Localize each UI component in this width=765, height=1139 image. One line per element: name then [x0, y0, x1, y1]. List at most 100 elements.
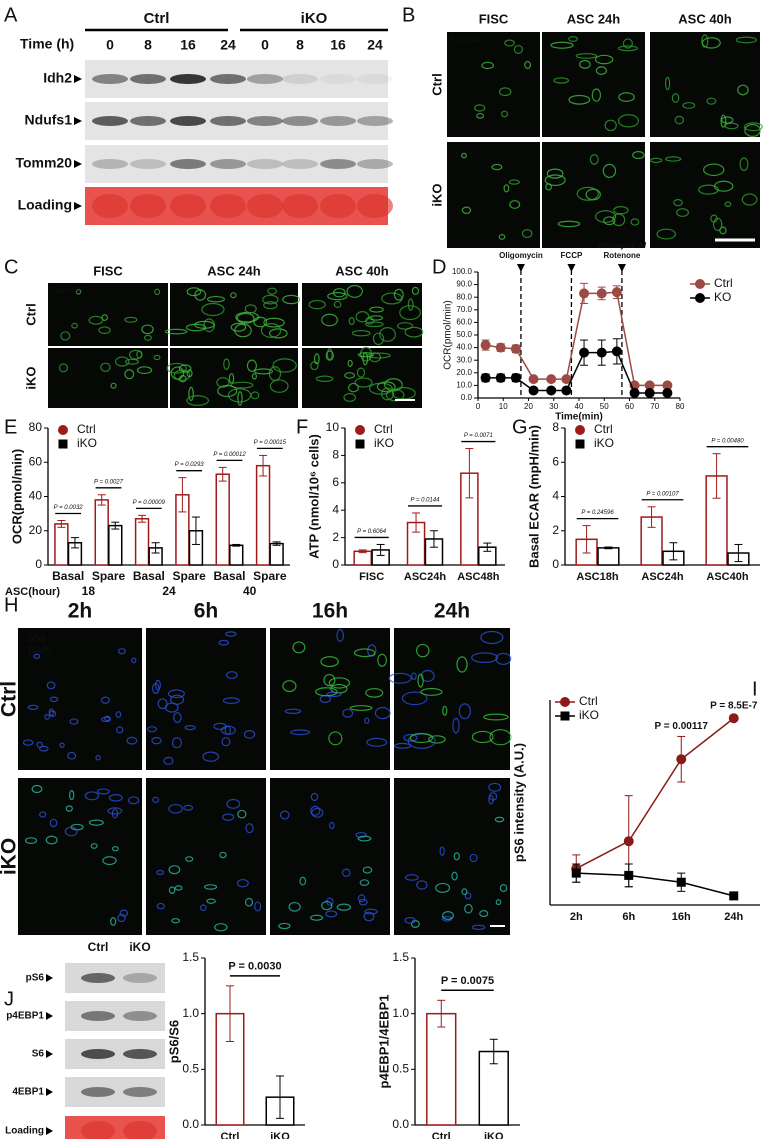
- y-tick-label: 1.5: [182, 950, 199, 964]
- cell: [244, 897, 254, 907]
- cell: [186, 369, 193, 378]
- cell: [230, 292, 237, 299]
- cell: [724, 122, 739, 130]
- cell: [184, 725, 196, 731]
- lane-label: 0: [261, 37, 269, 53]
- y-tick-label: 0.0: [461, 393, 473, 402]
- cell: [147, 726, 158, 733]
- point: [571, 868, 581, 878]
- cell: [415, 643, 430, 658]
- cell: [222, 813, 235, 821]
- x-group-label: 18: [82, 584, 96, 598]
- error-bar: [57, 519, 66, 528]
- error-bar: [226, 985, 234, 1042]
- cell: [712, 217, 723, 232]
- band: [170, 116, 206, 126]
- cell: [595, 210, 617, 223]
- cell: [49, 818, 58, 828]
- cell: [108, 794, 123, 802]
- cell: [374, 706, 391, 720]
- cell: [682, 101, 696, 109]
- cell: [95, 754, 101, 761]
- cell: [557, 220, 581, 228]
- point: [546, 385, 557, 396]
- cell: [124, 358, 139, 365]
- cell: [84, 791, 100, 801]
- cell: [366, 737, 388, 747]
- cell: [403, 733, 418, 742]
- band: [92, 194, 128, 218]
- y-tick-label: 1.5: [392, 950, 409, 964]
- error-bar: [412, 512, 421, 533]
- cell: [328, 731, 343, 746]
- band: [210, 116, 246, 126]
- cell: [188, 386, 194, 402]
- row-label: Ctrl: [0, 681, 21, 717]
- y-axis-label: p4EBP1/4EBP1: [376, 995, 391, 1089]
- error-bar: [138, 514, 147, 523]
- treatment-arrow: [617, 264, 626, 272]
- legend-marker: [575, 425, 585, 435]
- cell: [464, 903, 473, 914]
- cell: [364, 908, 378, 915]
- cell: [409, 732, 434, 744]
- band: [247, 116, 283, 126]
- cell: [60, 331, 71, 341]
- cell: [367, 644, 377, 657]
- legend-marker: [58, 439, 68, 449]
- point: [561, 385, 572, 396]
- cell: [141, 324, 154, 335]
- point: [528, 385, 539, 396]
- bar: [426, 1012, 457, 1126]
- panel-letter: D: [432, 256, 446, 278]
- band: [130, 116, 166, 126]
- cell: [131, 657, 137, 664]
- cell: [100, 362, 111, 372]
- bar: [94, 499, 109, 566]
- y-tick-label: 0: [332, 557, 339, 571]
- legend-label: Ctrl: [77, 422, 96, 436]
- cell: [152, 796, 160, 804]
- cell: [48, 710, 57, 718]
- cell: [404, 326, 424, 338]
- cell: [329, 821, 335, 830]
- x-tick-label: Ctrl: [221, 1131, 240, 1139]
- bar: [229, 544, 244, 566]
- band: [282, 194, 318, 218]
- y-tick-label: 60: [29, 454, 43, 468]
- cell: [495, 899, 502, 906]
- cell: [236, 312, 255, 324]
- column-label: 24h: [434, 600, 470, 623]
- cell: [379, 327, 396, 342]
- cell: [417, 673, 424, 688]
- cell: [328, 677, 351, 689]
- cell: [101, 314, 109, 321]
- cell: [404, 916, 416, 924]
- cell: [221, 737, 231, 747]
- cell: [474, 104, 486, 112]
- cell: [124, 369, 135, 380]
- cell: [602, 163, 617, 178]
- column-label: iKO: [129, 940, 150, 954]
- y-tick-label: 2: [552, 523, 559, 537]
- cell: [451, 871, 458, 881]
- cell: [439, 846, 445, 856]
- cell: [416, 880, 428, 890]
- cell: [168, 803, 183, 814]
- cell: [246, 359, 257, 372]
- cell: [411, 672, 417, 681]
- blot: [85, 145, 388, 183]
- cell: [380, 387, 395, 401]
- p-value: P = 0.00107: [646, 491, 679, 497]
- cell: [420, 669, 435, 683]
- legend-label: Ctrl: [374, 422, 393, 436]
- cell: [174, 885, 183, 891]
- y-tick-label: 90.0: [456, 280, 472, 289]
- row-label: Loading: [5, 1126, 44, 1137]
- band: [320, 116, 356, 126]
- cell: [168, 886, 176, 894]
- stain-label: DAPI: [28, 646, 51, 657]
- panel-letter: A: [4, 4, 18, 26]
- column-label: ASC 40h: [678, 11, 732, 26]
- column-label: 2h: [68, 600, 93, 623]
